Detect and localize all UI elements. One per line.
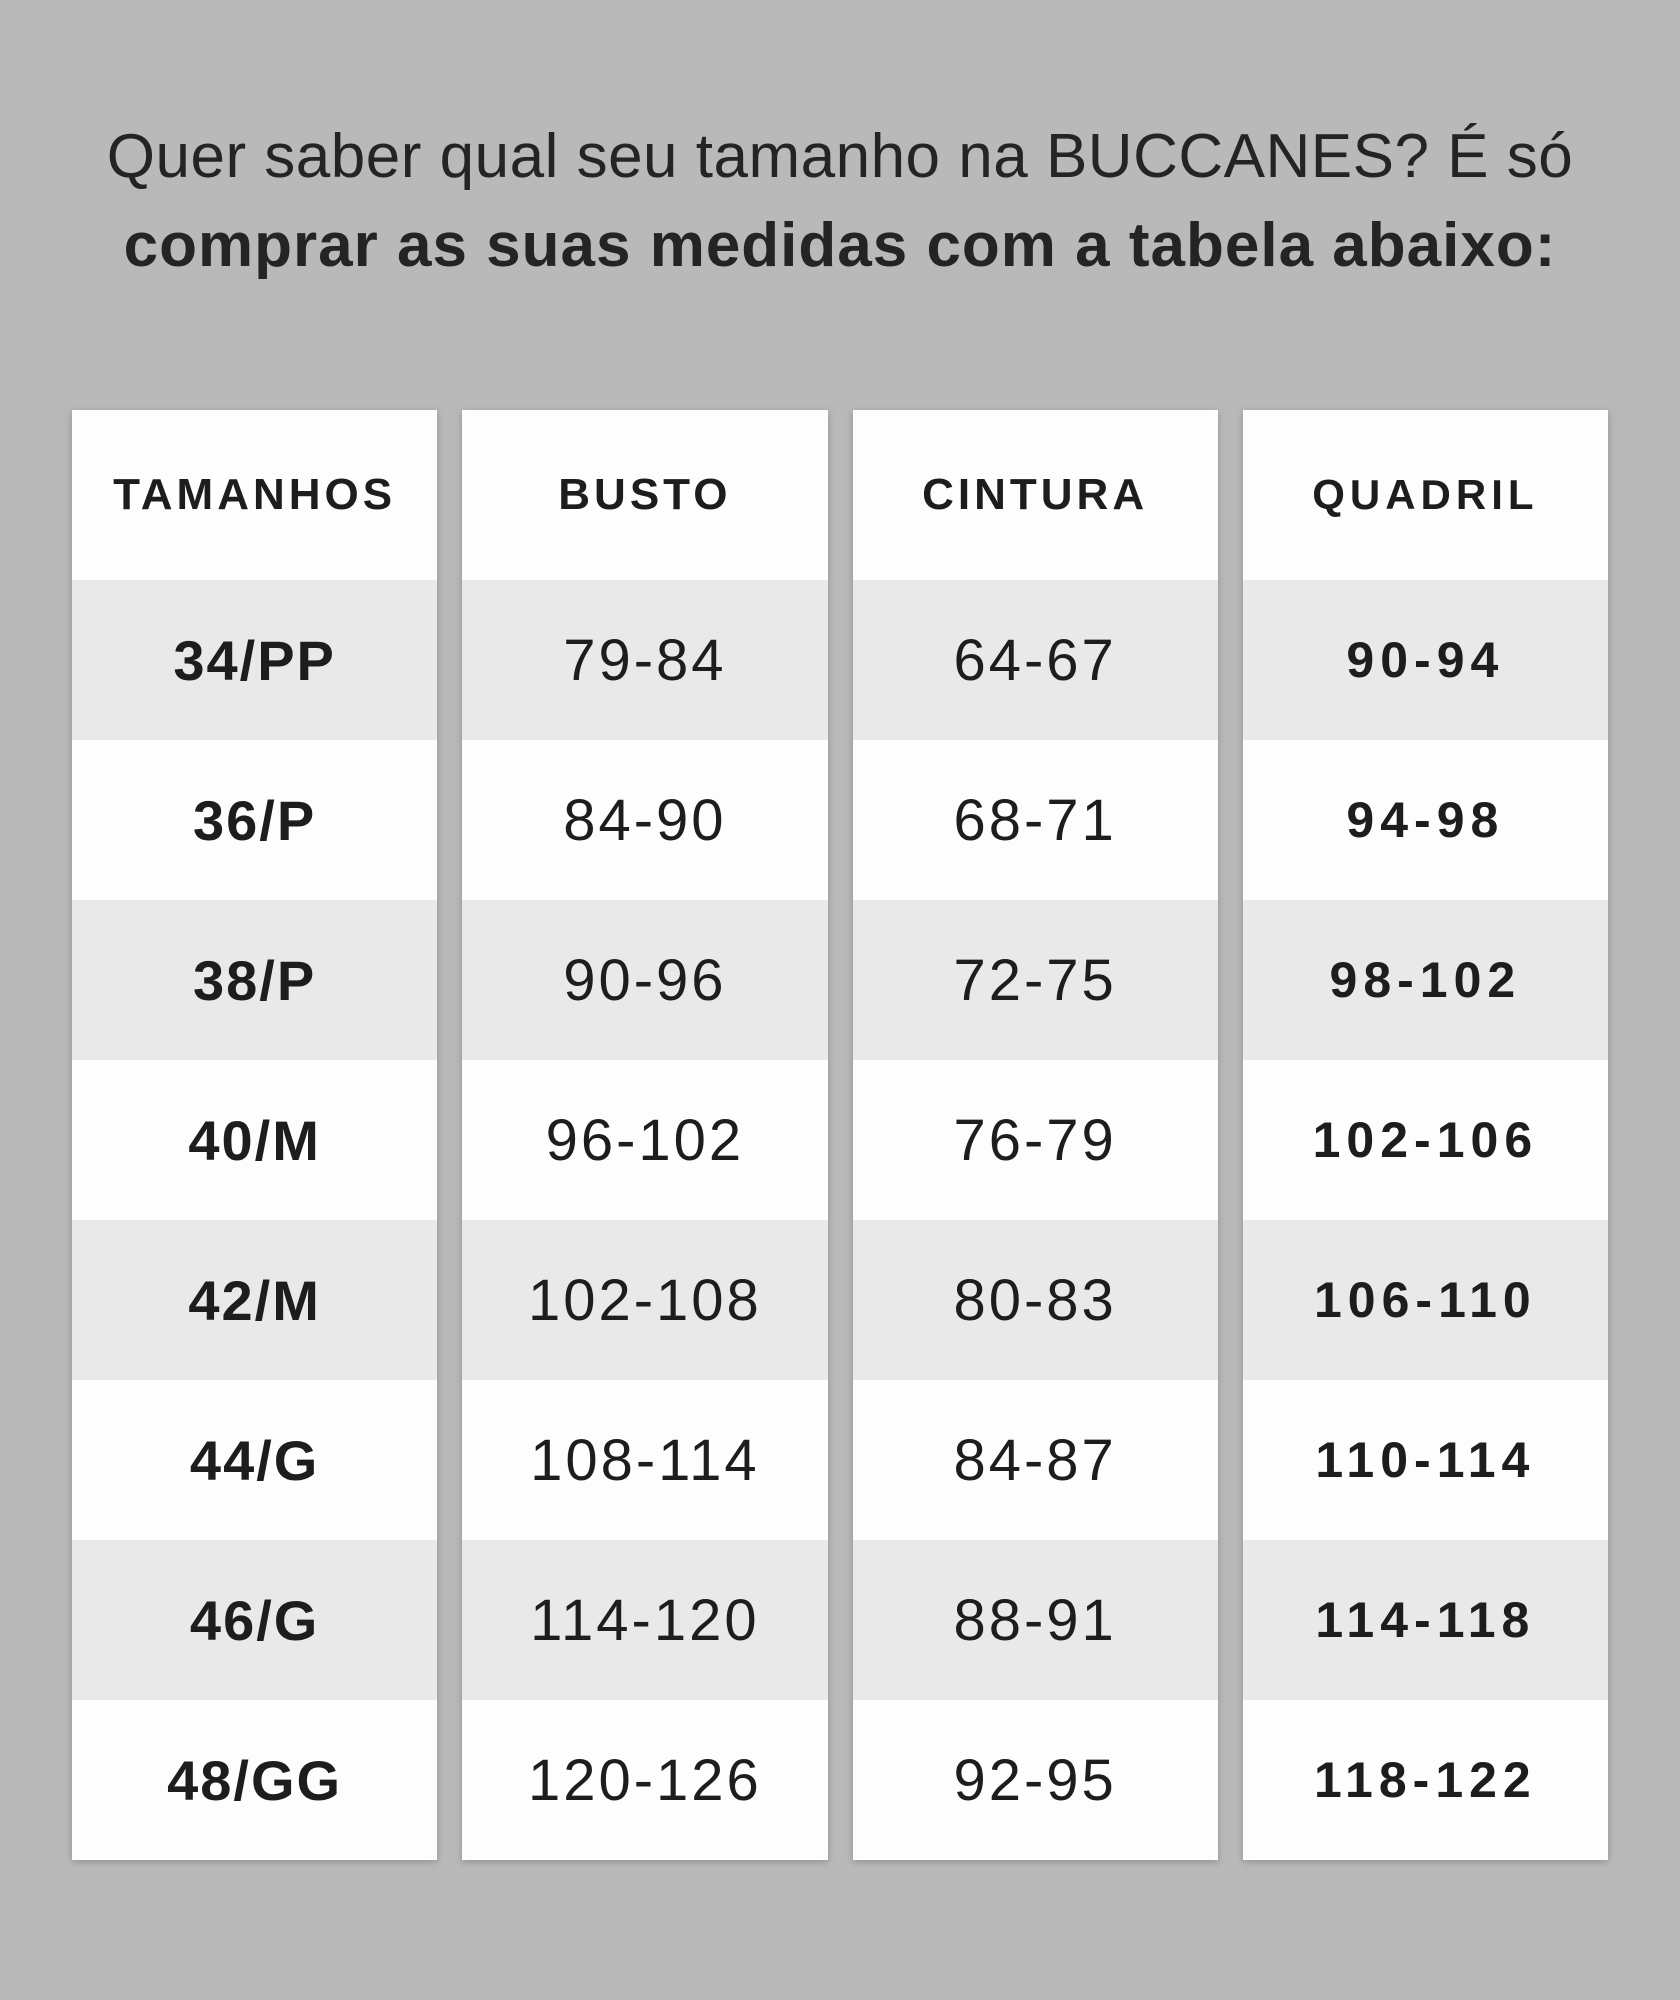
tamanhos-cell: 48/GG	[72, 1700, 438, 1860]
quadril-cell: 106-110	[1242, 1220, 1608, 1380]
quadril-cell: 90-94	[1242, 580, 1608, 740]
quadril-cell: 114-118	[1242, 1540, 1608, 1700]
cintura-cell: 92-95	[852, 1700, 1218, 1860]
title-line-2: comprar as suas medidas com a tabela aba…	[123, 211, 1557, 280]
busto-cell: 108-114	[462, 1380, 828, 1540]
column-header-cintura: CINTURA	[852, 410, 1218, 580]
tamanhos-cell: 34/PP	[72, 580, 438, 740]
tamanhos-cell: 44/G	[72, 1380, 438, 1540]
busto-cell: 96-102	[462, 1060, 828, 1220]
column-tamanhos: TAMANHOS 34/PP 36/P 38/P 40/M 42/M 44/G …	[72, 410, 438, 1860]
tamanhos-cell: 36/P	[72, 740, 438, 900]
tamanhos-cell: 40/M	[72, 1060, 438, 1220]
size-table: TAMANHOS 34/PP 36/P 38/P 40/M 42/M 44/G …	[72, 410, 1608, 1860]
column-header-tamanhos: TAMANHOS	[72, 410, 438, 580]
busto-cell: 120-126	[462, 1700, 828, 1860]
busto-cell: 114-120	[462, 1540, 828, 1700]
tamanhos-cell: 42/M	[72, 1220, 438, 1380]
quadril-cell: 118-122	[1242, 1700, 1608, 1860]
tamanhos-cell: 38/P	[72, 900, 438, 1060]
title-line-1: Quer saber qual seu tamanho na BUCCANES?…	[106, 122, 1574, 191]
page-title: Quer saber qual seu tamanho na BUCCANES?…	[0, 0, 1680, 290]
column-header-quadril: QUADRIL	[1242, 410, 1608, 580]
cintura-cell: 68-71	[852, 740, 1218, 900]
column-header-busto: BUSTO	[462, 410, 828, 580]
quadril-cell: 94-98	[1242, 740, 1608, 900]
busto-cell: 79-84	[462, 580, 828, 740]
column-busto: BUSTO 79-84 84-90 90-96 96-102 102-108 1…	[462, 410, 828, 1860]
quadril-cell: 102-106	[1242, 1060, 1608, 1220]
cintura-cell: 72-75	[852, 900, 1218, 1060]
cintura-cell: 64-67	[852, 580, 1218, 740]
cintura-cell: 88-91	[852, 1540, 1218, 1700]
quadril-cell: 110-114	[1242, 1380, 1608, 1540]
cintura-cell: 76-79	[852, 1060, 1218, 1220]
cintura-cell: 80-83	[852, 1220, 1218, 1380]
cintura-cell: 84-87	[852, 1380, 1218, 1540]
busto-cell: 90-96	[462, 900, 828, 1060]
busto-cell: 84-90	[462, 740, 828, 900]
column-quadril: QUADRIL 90-94 94-98 98-102 102-106 106-1…	[1242, 410, 1608, 1860]
column-cintura: CINTURA 64-67 68-71 72-75 76-79 80-83 84…	[852, 410, 1218, 1860]
busto-cell: 102-108	[462, 1220, 828, 1380]
quadril-cell: 98-102	[1242, 900, 1608, 1060]
tamanhos-cell: 46/G	[72, 1540, 438, 1700]
